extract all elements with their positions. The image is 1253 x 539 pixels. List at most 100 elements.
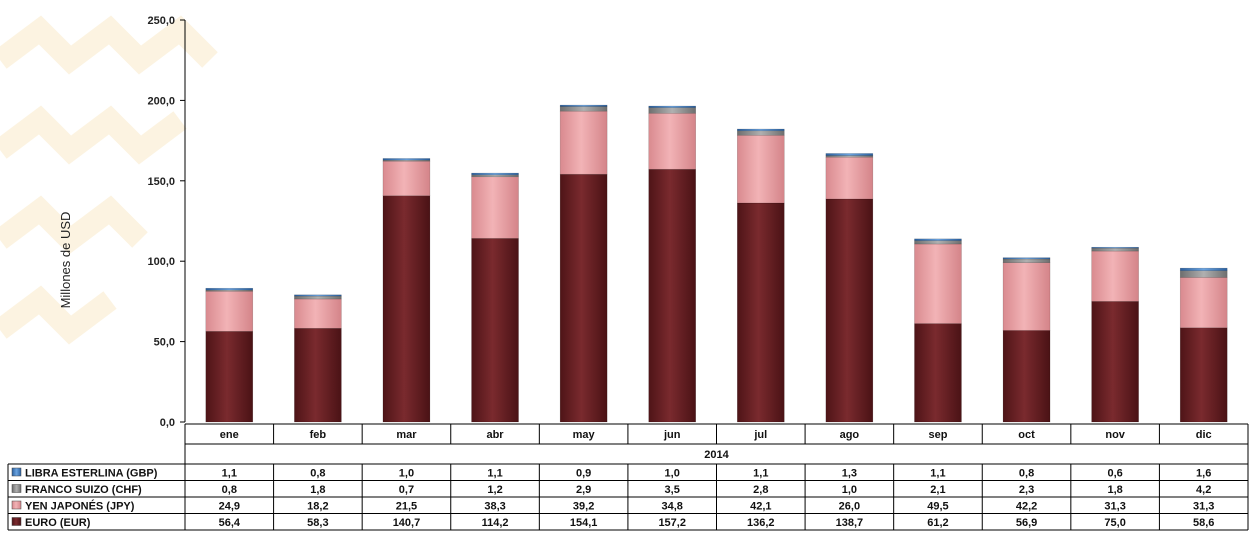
y-tick-label: 150,0 — [147, 176, 175, 188]
bar-segment — [1179, 270, 1228, 278]
table-cell-value: 1,0 — [842, 484, 857, 496]
y-axis: 0,0 50,0 100,0 150,0 200,0 250,0 — [147, 15, 186, 429]
bar-segment — [1091, 301, 1139, 423]
x-category-label: feb — [310, 429, 327, 441]
bar-segment — [737, 130, 785, 136]
bar-stack-sep — [914, 238, 962, 423]
table-cell-value: 75,0 — [1104, 517, 1125, 529]
bar-stack-dic — [1179, 267, 1228, 423]
bar-segment — [382, 158, 431, 161]
bar-stack-ene — [205, 287, 254, 423]
table-cell-value: 0,8 — [222, 484, 237, 496]
bar-stack-abr — [471, 172, 519, 423]
table-cell-value: 38,3 — [484, 501, 505, 513]
bar-segment — [559, 110, 608, 175]
table-cell-value: 34,8 — [661, 501, 682, 513]
x-category-label: ene — [220, 429, 239, 441]
bar-segment — [471, 176, 519, 239]
table-cell-value: 3,5 — [665, 484, 680, 496]
bar-segment — [914, 323, 962, 423]
bar-stack-oct — [1002, 257, 1051, 423]
table-cell-value: 1,1 — [930, 468, 945, 480]
table-cell-value: 56,4 — [219, 517, 241, 529]
y-axis-title: Millones de USD — [58, 212, 73, 309]
bar-segment — [294, 298, 342, 329]
table-cell-value: 42,1 — [750, 501, 771, 513]
table-cell-value: 0,7 — [399, 484, 414, 496]
y-tick-label: 100,0 — [147, 256, 175, 268]
table-cell-value: 2,3 — [1019, 484, 1034, 496]
bar-stack-nov — [1091, 246, 1139, 423]
x-category-label: jun — [663, 429, 681, 441]
table-cell-value: 42,2 — [1016, 501, 1037, 513]
bar-segment — [1002, 330, 1051, 423]
table-cell-value: 136,2 — [747, 517, 775, 529]
bar-segment — [205, 331, 254, 423]
legend-series-name: EURO (EUR) — [25, 517, 91, 529]
bar-stack-mar — [382, 158, 431, 423]
table-cell-value: 1,3 — [842, 468, 857, 480]
background-watermark — [0, 15, 218, 345]
bar-segment — [1091, 247, 1139, 252]
x-category-label: ago — [840, 429, 860, 441]
bar-segment — [1179, 277, 1228, 329]
bar-segment — [559, 104, 608, 107]
bar-segment — [471, 174, 519, 178]
bar-segment — [471, 172, 519, 176]
bar-stack-jun — [648, 105, 696, 423]
bar-segment — [648, 168, 696, 423]
legend-series-name: YEN JAPONÉS (JPY) — [25, 500, 135, 513]
legend-swatch — [11, 517, 22, 526]
bar-segment — [1091, 250, 1139, 302]
bar-segment — [914, 240, 962, 245]
bar-segment — [648, 113, 696, 170]
y-tick-label: 250,0 — [147, 15, 175, 27]
bars-area — [205, 104, 1228, 423]
table-cell-value: 0,6 — [1107, 468, 1122, 480]
table-cell-value: 1,8 — [310, 484, 325, 496]
bar-segment — [382, 195, 431, 423]
legend-series-name: LIBRA ESTERLINA (GBP) — [25, 468, 158, 480]
table-cell-value: 1,6 — [1196, 468, 1211, 480]
table-cell-value: 61,2 — [927, 517, 948, 529]
x-category-label: dic — [1196, 429, 1212, 441]
table-cell-value: 31,3 — [1104, 501, 1125, 513]
bar-segment — [559, 106, 608, 112]
table-cell-value: 154,1 — [570, 517, 598, 529]
table-cell-value: 2,9 — [576, 484, 591, 496]
bar-segment — [294, 295, 342, 300]
bar-segment — [1002, 262, 1051, 331]
bar-segment — [914, 243, 962, 324]
table-cell-value: 58,3 — [307, 517, 328, 529]
legend-swatch — [11, 484, 22, 493]
x-category-label: nov — [1105, 429, 1125, 441]
table-cell-value: 0,9 — [576, 468, 591, 480]
table-cell-value: 49,5 — [927, 501, 948, 513]
table-cell-value: 1,2 — [487, 484, 502, 496]
table-cell-value: 0,8 — [1019, 468, 1034, 480]
bar-segment — [294, 294, 342, 297]
table-cell-value: 1,8 — [1107, 484, 1122, 496]
bar-stack-ago — [825, 153, 874, 423]
x-category-label: sep — [928, 429, 947, 441]
bar-segment — [737, 202, 785, 423]
bar-segment — [1002, 258, 1051, 263]
table-cell-value: 1,0 — [665, 468, 680, 480]
y-tick-label: 200,0 — [147, 95, 175, 107]
table-cell-value: 56,9 — [1016, 517, 1037, 529]
bar-segment — [205, 291, 254, 332]
x-category-label: may — [573, 429, 596, 441]
data-table: ene feb mar abr may jun jul ago sep oct nov dic 2014… — [7, 423, 1249, 531]
table-cell-value: 4,2 — [1196, 484, 1211, 496]
table-cell-value: 2,8 — [753, 484, 768, 496]
table-cell-value: 21,5 — [396, 501, 417, 513]
bar-segment — [1179, 267, 1228, 271]
y-tick-label: 50,0 — [154, 337, 175, 349]
table-cell-value: 1,1 — [487, 468, 502, 480]
table-cell-value: 24,9 — [219, 501, 240, 513]
bar-segment — [648, 105, 696, 108]
bar-segment — [471, 238, 519, 423]
bar-segment — [648, 107, 696, 114]
table-cell-value: 0,8 — [310, 468, 325, 480]
bar-segment — [1002, 257, 1051, 260]
